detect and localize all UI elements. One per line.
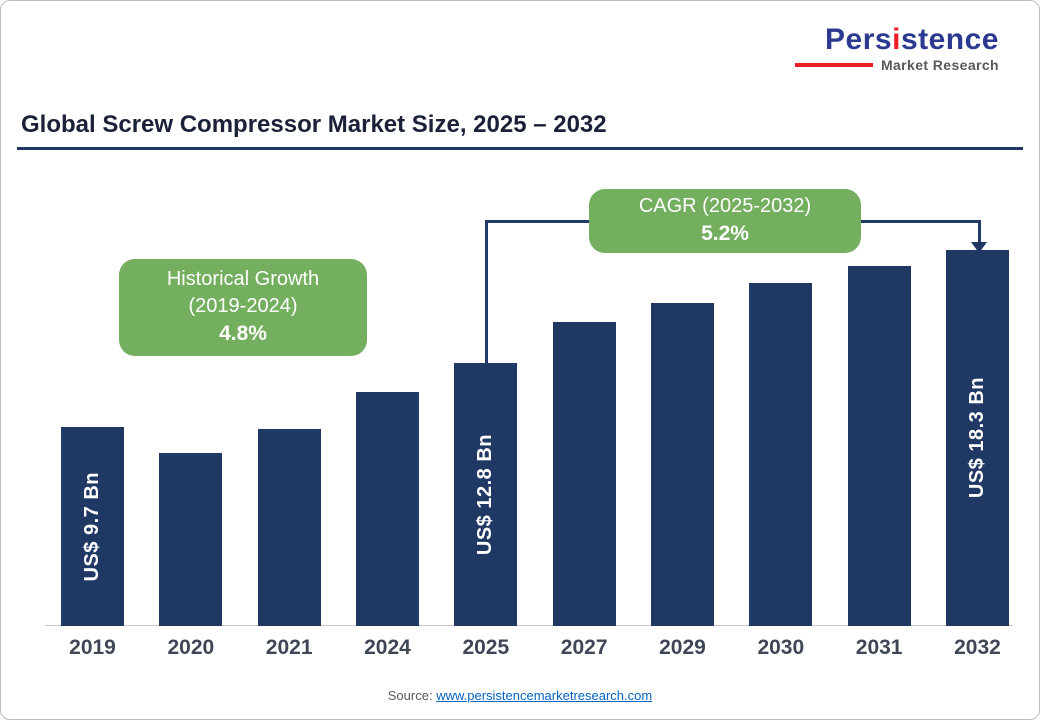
bar-column-2025: US$ 12.8 Bn 2025	[454, 363, 518, 669]
arrow-down-icon	[971, 242, 987, 253]
bar-column-2030: 2030	[749, 283, 813, 669]
brand-subtitle: Market Research	[880, 57, 999, 73]
brand-accent-letter: i	[892, 23, 901, 56]
bar-2027	[552, 322, 616, 626]
bar-column-2029: 2029	[650, 303, 714, 669]
bar-column-2021: 2021	[257, 429, 321, 669]
cagr-value: 5.2%	[701, 222, 749, 246]
historical-growth-period: (2019-2024)	[188, 295, 298, 318]
page-title: Global Screw Compressor Market Size, 202…	[21, 111, 607, 138]
bar-column-2019: US$ 9.7 Bn 2019	[61, 427, 124, 669]
source-line: Source: www.persistencemarketresearch.co…	[1, 688, 1039, 703]
bar-value-label-2019: US$ 9.7 Bn	[81, 471, 103, 582]
bar-2029	[650, 303, 714, 626]
historical-growth-value: 4.8%	[219, 322, 267, 346]
logo-red-bar	[794, 63, 873, 67]
cagr-callout: CAGR (2025-2032) 5.2%	[589, 189, 861, 253]
bar-column-2027: 2027	[552, 322, 616, 669]
bar-2020	[159, 453, 223, 626]
historical-growth-callout: Historical Growth (2019-2024) 4.8%	[119, 259, 367, 356]
axis-label-2019: 2019	[69, 635, 116, 659]
axis-label-2021: 2021	[265, 635, 313, 659]
axis-label-2030: 2030	[757, 635, 805, 659]
cagr-label: CAGR (2025-2032)	[638, 195, 812, 218]
connector-line-right	[861, 220, 981, 223]
axis-label-2029: 2029	[659, 635, 706, 659]
source-prefix: Source:	[387, 688, 437, 703]
bar-2025: US$ 12.8 Bn	[454, 363, 518, 626]
bar-column-2024: 2024	[355, 392, 419, 669]
connector-line-left	[485, 220, 589, 223]
bar-chart: US$ 9.7 Bn 2019 2020 2021 2024 US$ 12.8 Bn 202…	[61, 250, 1009, 669]
bar-2024	[355, 392, 419, 626]
axis-label-2032: 2032	[954, 635, 1001, 659]
bar-2019: US$ 9.7 Bn	[61, 427, 124, 626]
historical-growth-label: Historical Growth	[166, 268, 320, 291]
axis-label-2025: 2025	[462, 635, 510, 659]
connector-line-2032	[978, 220, 981, 244]
bar-2032: US$ 18.3 Bn	[945, 250, 1009, 626]
bar-2031	[847, 266, 911, 626]
bar-value-label-2025: US$ 12.8 Bn	[474, 433, 497, 556]
axis-label-2031: 2031	[855, 635, 903, 659]
axis-label-2027: 2027	[560, 635, 608, 659]
bar-2030	[749, 283, 813, 626]
bar-2021	[257, 429, 321, 626]
connector-line-2025	[485, 220, 488, 365]
bar-column-2031: 2031	[847, 266, 911, 669]
bar-value-label-2032: US$ 18.3 Bn	[965, 377, 988, 499]
axis-label-2020: 2020	[167, 635, 215, 659]
company-logo: Persistence Market Research	[794, 23, 999, 73]
chart-baseline	[45, 625, 1013, 626]
bar-column-2020: 2020	[159, 453, 223, 669]
bar-column-2032: US$ 18.3 Bn 2032	[945, 250, 1009, 669]
title-underline	[17, 147, 1023, 150]
source-link[interactable]: www.persistencemarketresearch.com	[436, 688, 653, 703]
axis-label-2024: 2024	[364, 635, 411, 659]
brand-name: Persistence	[825, 23, 999, 56]
